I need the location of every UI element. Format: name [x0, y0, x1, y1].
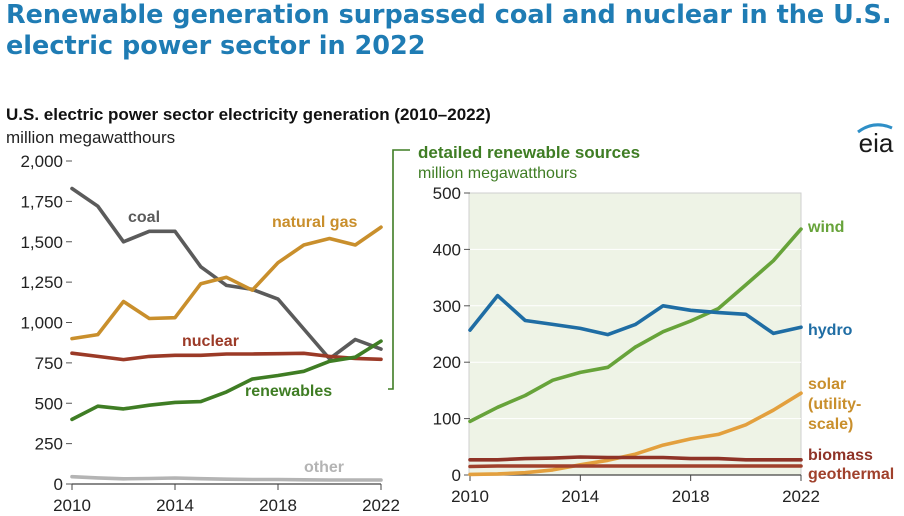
renewables-label: renewables: [245, 383, 332, 400]
geothermal-label: geothermal: [808, 466, 894, 483]
left-chart-x-tick-label: 2018: [259, 496, 297, 515]
left-chart-y-tick-label: 250: [35, 435, 63, 454]
right-chart-ylabel: million megawatthours: [418, 165, 577, 182]
left-chart-x-tick-label: 2010: [53, 496, 91, 515]
natural-gas-label: natural gas: [272, 214, 357, 231]
right-chart-x-tick-label: 2022: [782, 487, 820, 506]
connector-bracket: [388, 149, 410, 390]
other-label: other: [304, 459, 344, 476]
headline: Renewable generation surpassed coal and …: [6, 0, 892, 61]
left-chart-series-line-nuclear: [70, 351, 383, 362]
left-chart-ylabel: million megawatthours: [6, 128, 175, 147]
left-chart-x-tick-label: 2014: [156, 496, 194, 515]
hydro-label: hydro: [808, 322, 853, 339]
solar-label-line2: (utility-: [808, 396, 861, 413]
left-chart-title: U.S. electric power sector electricity g…: [6, 105, 491, 124]
left-chart-series-line-other: [70, 474, 383, 482]
right-chart-series-line-geothermal: [468, 464, 803, 469]
solar-label-line1: solar: [808, 376, 846, 393]
right-chart-series-line-biomass: [468, 455, 803, 462]
right-chart-y-tick-label: 400: [433, 240, 461, 259]
left-chart-y-tick-label: 500: [35, 394, 63, 413]
coal-label: coal: [128, 209, 160, 226]
left-chart-series-line-coal: [70, 186, 383, 361]
left-chart-series-line-natural-gas: [70, 225, 383, 341]
right-chart-y-tick-label: 200: [433, 353, 461, 372]
right-chart-x-tick-label: 2014: [561, 487, 599, 506]
left-chart-y-tick-label: 1,500: [20, 233, 63, 252]
left-chart-y-tick-label: 0: [54, 475, 63, 494]
right-chart-y-tick-label: 100: [433, 410, 461, 429]
left-chart-y-tick-label: 1,750: [20, 192, 63, 211]
solar-label-line3: scale): [808, 416, 853, 433]
right-chart-series-line-wind: [468, 227, 803, 424]
left-chart-y-tick-label: 2,000: [20, 152, 63, 171]
wind-label: wind: [807, 219, 844, 236]
left-chart-y-tick-label: 1,250: [20, 273, 63, 292]
right-panel-background: [468, 192, 802, 476]
nuclear-label: nuclear: [182, 333, 239, 350]
right-chart-y-tick-label: 500: [433, 184, 461, 203]
logo-text: eia: [859, 128, 894, 158]
right-chart-x-tick-label: 2010: [451, 487, 489, 506]
right-chart-title: detailed renewable sources: [418, 143, 640, 162]
right-chart-y-tick-label: 0: [452, 466, 461, 485]
left-chart-y-tick-label: 750: [35, 354, 63, 373]
right-chart-x-tick-label: 2018: [672, 487, 710, 506]
left-chart-y-tick-label: 1,000: [20, 314, 63, 333]
left-chart-x-tick-label: 2022: [362, 496, 400, 515]
eia-logo: eia: [857, 123, 894, 158]
left-chart-series-line-renewables: [70, 339, 383, 422]
biomass-label: biomass: [808, 447, 873, 464]
right-chart-y-tick-label: 300: [433, 297, 461, 316]
right-chart-series-line-hydro: [468, 293, 803, 337]
right-chart-series-line-solar-utility-scale: [468, 391, 803, 477]
